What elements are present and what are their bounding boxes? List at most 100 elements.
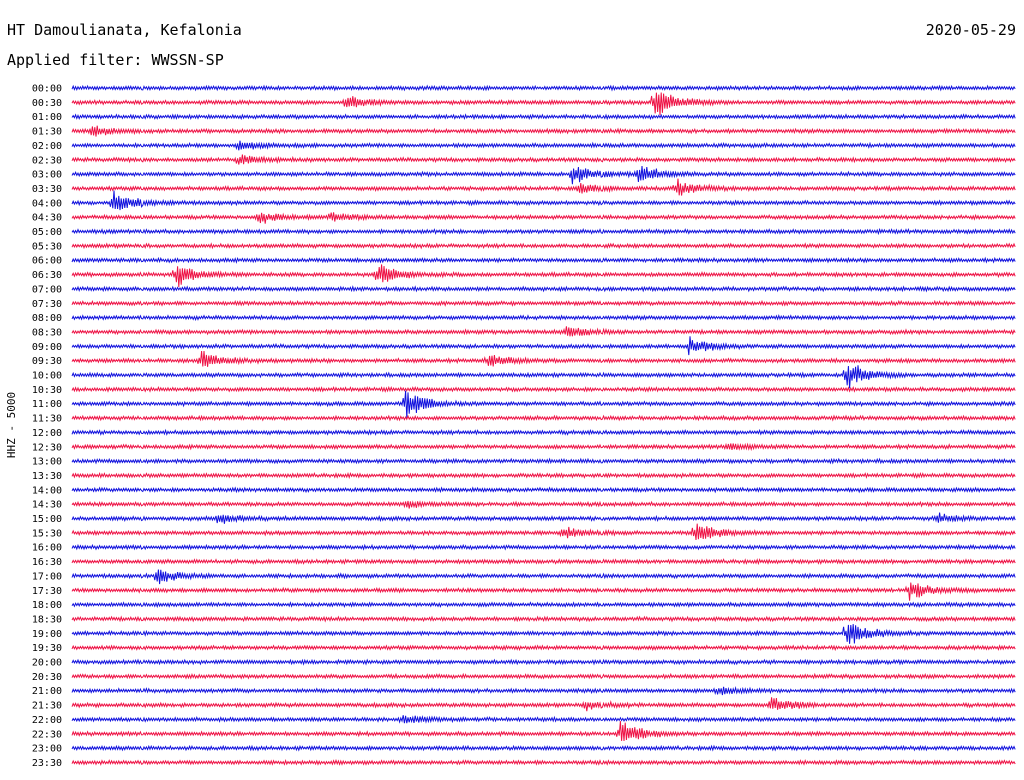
time-tick-label: 13:30 — [32, 471, 62, 482]
seismic-trace-1630 — [71, 558, 1016, 566]
time-tick-label: 15:30 — [32, 528, 62, 539]
time-tick-label: 07:30 — [32, 299, 62, 310]
time-tick-label: 02:30 — [32, 155, 62, 166]
time-tick-label: 22:30 — [32, 729, 62, 740]
seismic-trace-0000 — [71, 84, 1016, 92]
time-tick-label: 14:30 — [32, 500, 62, 511]
seismic-trace-1830 — [71, 615, 1016, 623]
time-tick-label: 08:00 — [32, 313, 62, 324]
time-tick-label: 05:00 — [32, 227, 62, 238]
seismic-trace-1330 — [71, 471, 1016, 480]
seismic-trace-2000 — [71, 658, 1016, 666]
time-tick-label: 14:00 — [32, 485, 62, 496]
seismic-trace-0700 — [71, 285, 1016, 293]
seismic-trace-1130 — [71, 414, 1016, 422]
time-tick-label: 21:00 — [32, 686, 62, 697]
seismic-trace-1500 — [71, 512, 1016, 524]
seismic-trace-2230 — [71, 721, 1016, 742]
time-tick-label: 00:30 — [32, 98, 62, 109]
seismic-trace-0300 — [71, 166, 1016, 185]
seismic-trace-0530 — [71, 242, 1016, 250]
seismic-trace-0100 — [71, 113, 1016, 121]
seismic-trace-0500 — [71, 227, 1016, 236]
seismic-trace-0830 — [71, 326, 1016, 337]
time-tick-label: 18:00 — [32, 600, 62, 611]
time-tick-label: 03:00 — [32, 170, 62, 181]
time-tick-label: 19:00 — [32, 629, 62, 640]
time-tick-label: 18:30 — [32, 614, 62, 625]
filter-label: Applied filter: WWSSN-SP — [7, 51, 224, 69]
time-tick-label: 13:00 — [32, 457, 62, 468]
seismic-trace-1200 — [71, 428, 1016, 436]
time-tick-label: 22:00 — [32, 715, 62, 726]
time-tick-label: 03:30 — [32, 184, 62, 195]
time-tick-label: 09:00 — [32, 342, 62, 353]
seismic-trace-1600 — [71, 543, 1016, 551]
seismic-trace-1900 — [71, 624, 1016, 644]
time-tick-label: 17:00 — [32, 571, 62, 582]
time-tick-label: 23:30 — [32, 758, 62, 769]
time-tick-label: 11:00 — [32, 399, 62, 410]
seismic-trace-1530 — [71, 523, 1016, 541]
seismic-trace-0600 — [71, 256, 1016, 264]
time-tick-label: 23:00 — [32, 744, 62, 755]
time-tick-label: 10:00 — [32, 371, 62, 382]
channel-label: HHZ - 5000 — [5, 392, 18, 458]
time-tick-label: 04:30 — [32, 213, 62, 224]
time-tick-label: 01:30 — [32, 127, 62, 138]
seismic-trace-1230 — [71, 442, 1016, 452]
time-tick-label: 04:00 — [32, 198, 62, 209]
time-tick-label: 08:30 — [32, 327, 62, 338]
time-tick-label: 12:30 — [32, 442, 62, 453]
seismic-trace-0900 — [71, 336, 1016, 356]
seismic-trace-0200 — [71, 140, 1016, 151]
seismic-trace-0030 — [71, 92, 1016, 116]
time-tick-label: 10:30 — [32, 385, 62, 396]
seismic-trace-0130 — [71, 125, 1016, 137]
seismic-trace-1700 — [71, 569, 1016, 585]
time-tick-label: 11:30 — [32, 414, 62, 425]
time-tick-label: 20:00 — [32, 658, 62, 669]
seismic-trace-0630 — [71, 264, 1016, 288]
time-tick-label: 15:00 — [32, 514, 62, 525]
time-axis: 00:00 00:30 01:00 01:30 02:00 02:30 03:00 03:30… — [32, 84, 62, 769]
time-tick-label: 06:30 — [32, 270, 62, 281]
seismic-trace-1100 — [71, 390, 1016, 418]
time-tick-label: 01:00 — [32, 112, 62, 123]
date-label: 2020-05-29 — [925, 21, 1016, 39]
time-tick-label: 16:00 — [32, 543, 62, 554]
seismic-trace-0800 — [71, 314, 1016, 322]
seismic-trace-2200 — [71, 714, 1016, 724]
seismic-trace-1400 — [71, 486, 1016, 494]
time-tick-label: 09:30 — [32, 356, 62, 367]
seismic-trace-1300 — [71, 457, 1016, 465]
seismic-trace-2330 — [71, 758, 1016, 766]
seismic-trace-0330 — [71, 178, 1016, 196]
seismic-trace-0430 — [71, 212, 1016, 224]
time-tick-label: 05:30 — [32, 241, 62, 252]
station-title: HT Damoulianata, Kefalonia — [7, 21, 242, 39]
seismic-trace-2100 — [71, 686, 1016, 696]
seismic-trace-1430 — [71, 500, 1016, 509]
trace-group — [71, 84, 1016, 766]
time-tick-label: 00:00 — [32, 84, 62, 95]
time-tick-label: 20:30 — [32, 672, 62, 683]
time-tick-label: 06:00 — [32, 256, 62, 267]
seismic-trace-0730 — [71, 299, 1016, 307]
seismic-trace-1800 — [71, 600, 1016, 609]
seismic-trace-2030 — [71, 672, 1016, 680]
time-tick-label: 07:00 — [32, 284, 62, 295]
time-tick-label: 21:30 — [32, 701, 62, 712]
seismic-trace-0930 — [71, 350, 1016, 367]
seismic-trace-1030 — [71, 385, 1016, 393]
seismic-trace-0400 — [71, 190, 1016, 211]
seismic-trace-1730 — [71, 582, 1016, 601]
seismic-trace-1000 — [71, 365, 1016, 389]
seismic-trace-2130 — [71, 697, 1016, 712]
time-tick-label: 17:30 — [32, 586, 62, 597]
time-tick-label: 19:30 — [32, 643, 62, 654]
seismic-trace-1930 — [71, 644, 1016, 652]
seismic-trace-2300 — [71, 744, 1016, 752]
time-tick-label: 16:30 — [32, 557, 62, 568]
